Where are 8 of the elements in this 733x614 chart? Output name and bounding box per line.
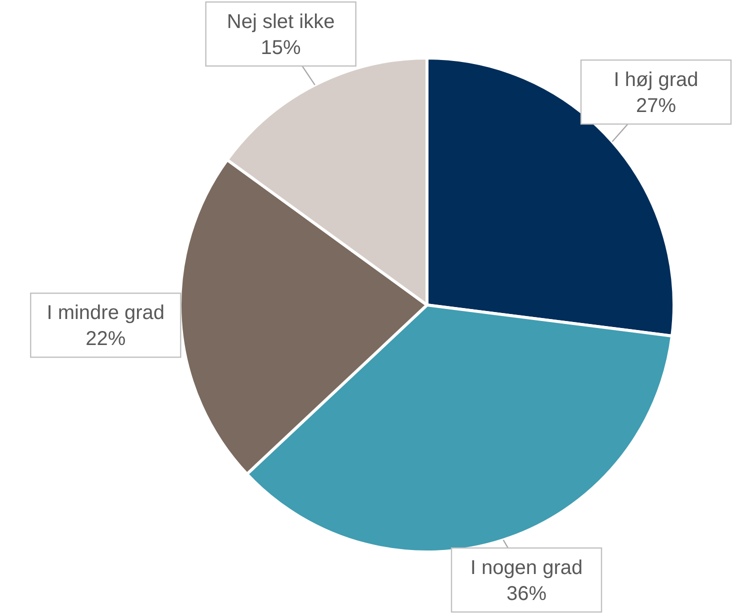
slice-label: I nogen grad <box>470 557 583 579</box>
slice-label: I mindre grad <box>46 302 165 324</box>
data-label: 22% <box>86 328 126 350</box>
slice-label: Nej slet ikke <box>226 11 335 33</box>
slice-label: I høj grad <box>614 69 698 92</box>
data-label: 27% <box>636 95 676 118</box>
data-label: 15% <box>260 37 302 59</box>
data-label: 36% <box>506 583 547 605</box>
